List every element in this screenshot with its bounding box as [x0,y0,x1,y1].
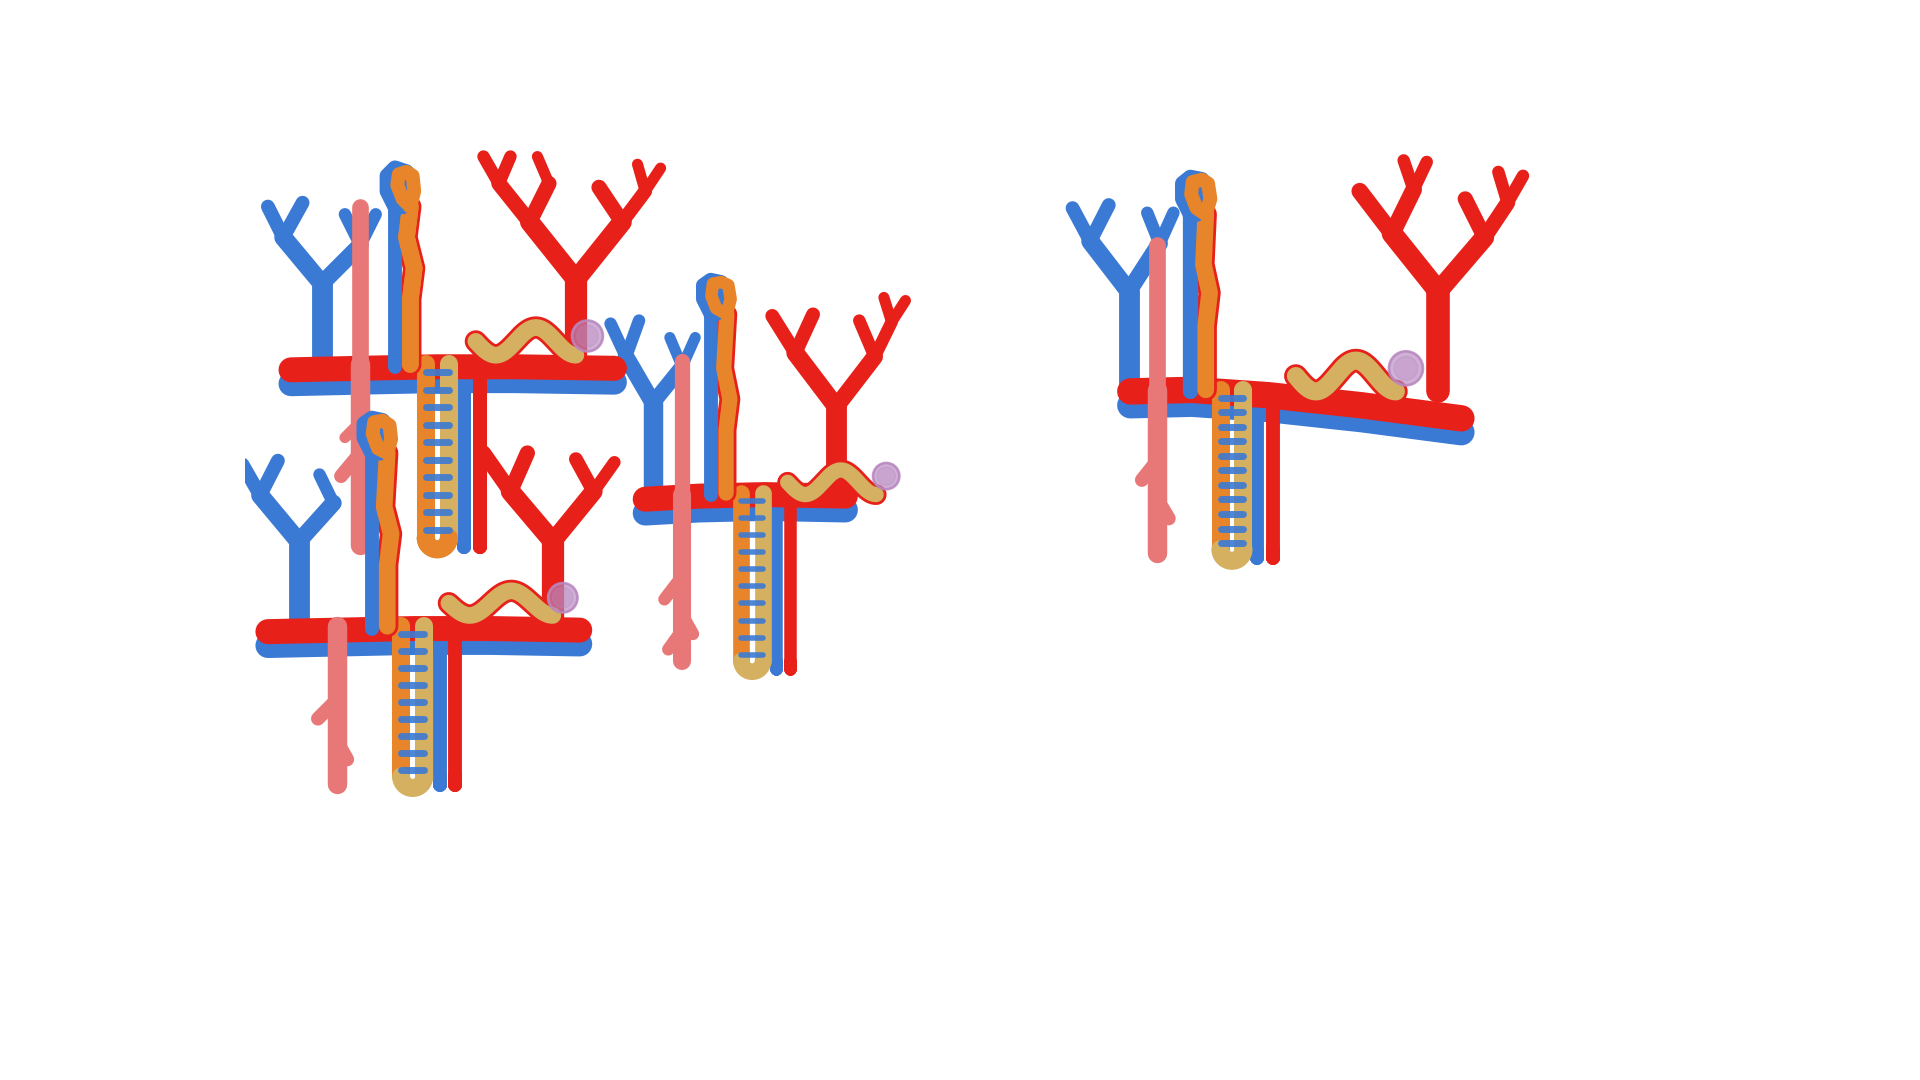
Circle shape [549,583,578,612]
Circle shape [576,325,599,347]
Circle shape [874,463,899,489]
Circle shape [877,467,895,485]
Circle shape [1394,356,1417,380]
Circle shape [572,321,603,351]
Circle shape [553,588,572,608]
Circle shape [1388,351,1423,386]
